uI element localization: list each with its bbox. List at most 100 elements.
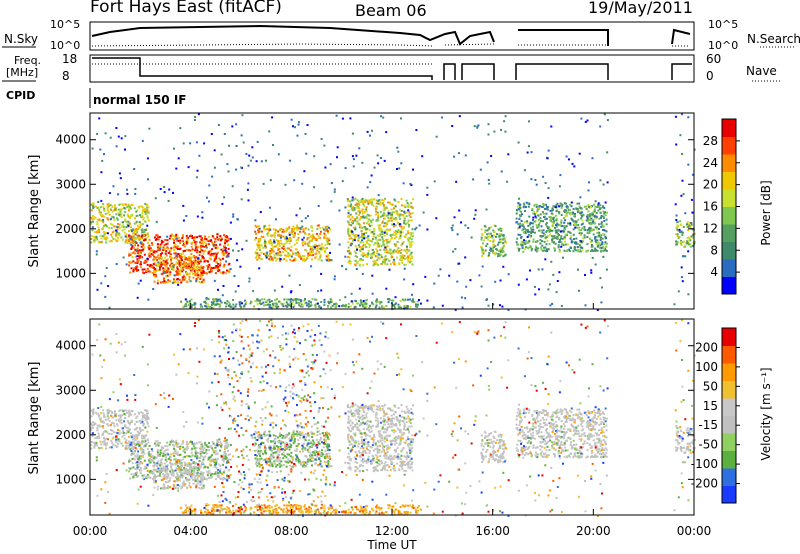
velocity-cell — [132, 466, 135, 469]
power-cell — [128, 252, 131, 255]
velocity-cell — [166, 448, 169, 451]
power-cell — [363, 237, 366, 240]
power-cell — [156, 234, 159, 237]
power-cell — [531, 247, 533, 250]
power-cell — [180, 257, 183, 260]
velocity-cell — [178, 469, 181, 472]
power-cell — [205, 272, 208, 275]
velocity-cell — [214, 444, 217, 447]
power-cell — [501, 238, 504, 241]
velocity-cell — [178, 454, 181, 457]
power-cell — [347, 305, 350, 308]
power-cell — [282, 305, 285, 308]
power-cell — [535, 245, 537, 248]
power-cell — [99, 148, 102, 151]
velocity-cell — [136, 430, 139, 433]
power-cell — [273, 256, 276, 259]
power-cell — [393, 223, 395, 226]
power-cell — [154, 274, 157, 277]
power-cell — [410, 238, 413, 241]
power-cell — [146, 224, 149, 227]
power-cell — [499, 241, 502, 244]
power-cell — [312, 237, 315, 240]
power-cell — [325, 255, 328, 258]
power-cell — [600, 234, 603, 237]
power-cell — [376, 234, 379, 237]
power-cell — [556, 280, 559, 282]
velocity-cell — [139, 430, 142, 432]
power-cell — [488, 228, 491, 231]
power-cell — [537, 223, 540, 226]
power-cell — [589, 237, 591, 240]
power-cell — [600, 249, 603, 252]
power-cell — [372, 264, 375, 267]
power-cell — [558, 210, 561, 213]
power-cell — [383, 244, 386, 247]
nsky-label: N.Sky — [4, 32, 38, 46]
power-cell — [156, 256, 159, 259]
power-cell — [130, 207, 132, 210]
power-cell — [279, 236, 282, 239]
power-cell — [533, 204, 536, 207]
power-cell — [564, 243, 567, 246]
power-cell — [202, 252, 205, 255]
power-cell — [309, 236, 312, 239]
power-cell — [241, 114, 244, 117]
power-cell — [134, 240, 137, 243]
power-cell — [203, 250, 206, 253]
power-cell — [201, 216, 204, 219]
power-cell — [152, 271, 154, 274]
power-cell — [605, 218, 608, 221]
power-cell — [435, 135, 438, 138]
power-cell — [116, 228, 119, 231]
power-cell — [131, 256, 134, 259]
power-cell — [370, 200, 373, 203]
power-cell — [403, 210, 406, 213]
velocity-cell — [147, 412, 150, 415]
power-cell — [278, 244, 281, 247]
power-cell — [576, 243, 579, 245]
power-cell — [545, 230, 548, 232]
power-cell — [278, 248, 281, 250]
power-cell — [371, 256, 373, 259]
power-cell — [367, 243, 370, 245]
power-colorbar-tick-label: 4 — [710, 265, 718, 279]
power-cell — [384, 255, 387, 258]
power-cell — [391, 213, 393, 216]
power-cell — [271, 247, 274, 250]
power-cell — [369, 225, 371, 228]
power-cell — [347, 209, 350, 212]
power-cell — [319, 254, 322, 257]
power-cell — [108, 192, 111, 195]
power-cell — [480, 285, 483, 288]
power-cell — [312, 254, 315, 257]
power-cell — [395, 243, 397, 246]
power-cell — [373, 230, 376, 232]
power-cell — [403, 235, 406, 238]
velocity-cell — [127, 415, 130, 418]
velocity-cell — [128, 428, 131, 431]
power-cell — [150, 253, 153, 255]
power-cell — [266, 234, 269, 237]
power-cell — [492, 243, 495, 246]
power-cell — [546, 208, 549, 211]
power-cell — [303, 228, 306, 231]
power-cell — [362, 208, 365, 211]
power-cell — [222, 271, 225, 274]
power-cell — [277, 305, 280, 308]
power-cell — [595, 215, 598, 218]
power-cell — [114, 208, 117, 211]
power-cell — [499, 239, 501, 242]
power-cell — [570, 201, 573, 204]
power-cell — [377, 202, 380, 205]
power-cell — [551, 240, 554, 243]
power-cell — [395, 236, 398, 239]
velocity-heatmap — [90, 319, 696, 517]
power-cell — [320, 289, 323, 292]
power-cell — [408, 224, 410, 227]
power-cell — [291, 227, 294, 230]
power-cell — [190, 249, 193, 252]
power-cell — [227, 301, 230, 304]
power-cell — [293, 243, 296, 246]
power-cell — [560, 221, 563, 224]
